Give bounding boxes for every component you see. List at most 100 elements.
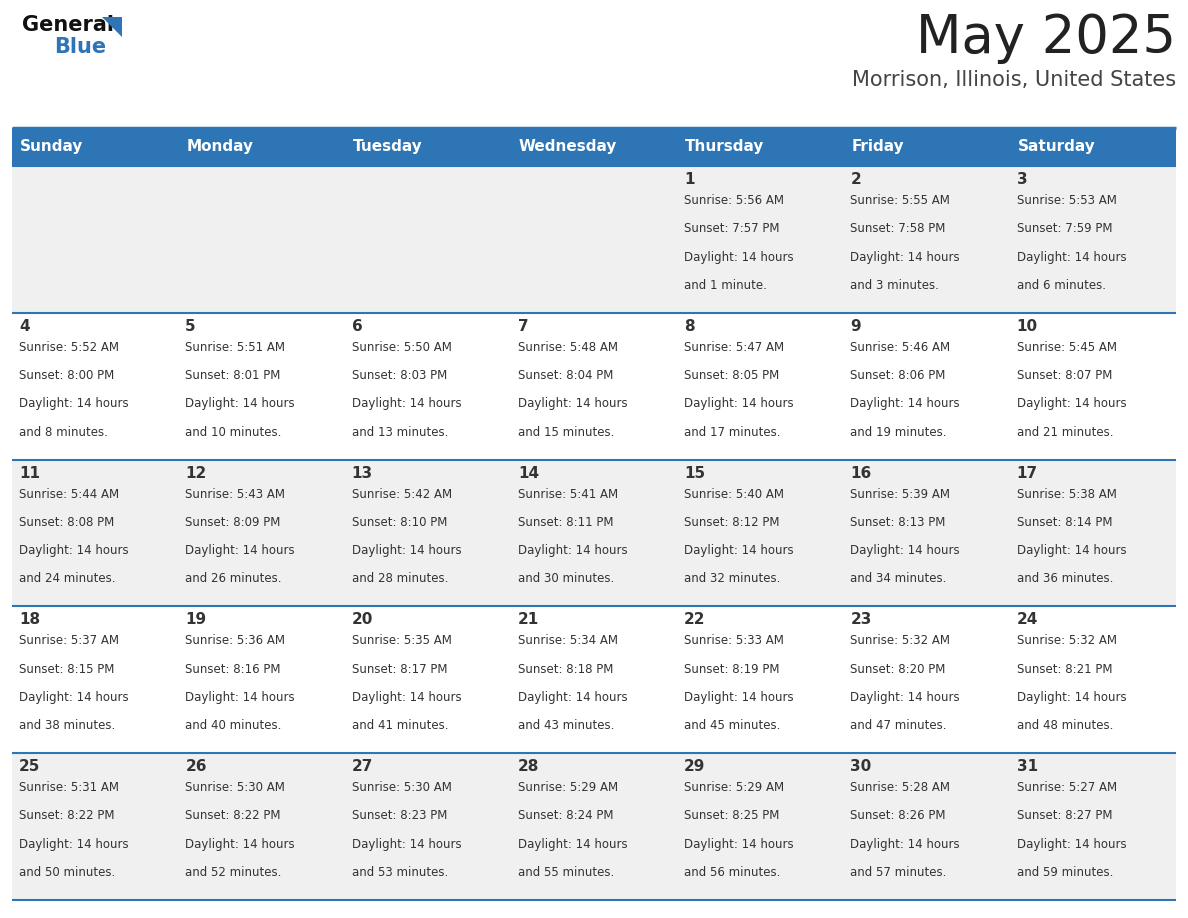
Text: Sunrise: 5:39 AM: Sunrise: 5:39 AM [851, 487, 950, 500]
Text: 24: 24 [1017, 612, 1038, 627]
Text: Sunset: 8:25 PM: Sunset: 8:25 PM [684, 810, 779, 823]
Bar [511, 313, 677, 460]
Bar [843, 166, 1010, 313]
Text: Sunrise: 5:41 AM: Sunrise: 5:41 AM [518, 487, 618, 500]
Text: Sunset: 8:21 PM: Sunset: 8:21 PM [1017, 663, 1112, 676]
Bar [345, 753, 511, 900]
Text: Sunrise: 5:48 AM: Sunrise: 5:48 AM [518, 341, 618, 353]
Text: 25: 25 [19, 759, 40, 774]
Bar [178, 313, 345, 460]
Text: Sunrise: 5:50 AM: Sunrise: 5:50 AM [352, 341, 451, 353]
Text: and 15 minutes.: and 15 minutes. [518, 426, 614, 439]
Text: and 24 minutes.: and 24 minutes. [19, 573, 115, 586]
Text: Daylight: 14 hours: Daylight: 14 hours [352, 397, 461, 410]
Text: 30: 30 [851, 759, 872, 774]
Bar [1010, 166, 1176, 313]
Text: Daylight: 14 hours: Daylight: 14 hours [352, 544, 461, 557]
Text: Daylight: 14 hours: Daylight: 14 hours [518, 544, 627, 557]
Text: Sunset: 8:15 PM: Sunset: 8:15 PM [19, 663, 114, 676]
Text: and 53 minutes.: and 53 minutes. [352, 866, 448, 879]
Text: 18: 18 [19, 612, 40, 627]
Text: and 30 minutes.: and 30 minutes. [518, 573, 614, 586]
Text: Tuesday: Tuesday [353, 140, 422, 154]
Text: and 52 minutes.: and 52 minutes. [185, 866, 282, 879]
Text: 1: 1 [684, 172, 695, 187]
Text: Sunset: 8:22 PM: Sunset: 8:22 PM [185, 810, 280, 823]
Text: and 1 minute.: and 1 minute. [684, 279, 767, 292]
Text: 4: 4 [19, 319, 30, 334]
Text: and 17 minutes.: and 17 minutes. [684, 426, 781, 439]
Text: Sunrise: 5:32 AM: Sunrise: 5:32 AM [1017, 634, 1117, 647]
Text: 28: 28 [518, 759, 539, 774]
Text: Daylight: 14 hours: Daylight: 14 hours [185, 691, 295, 704]
Text: Sunrise: 5:37 AM: Sunrise: 5:37 AM [19, 634, 119, 647]
Text: 19: 19 [185, 612, 207, 627]
Bar [511, 460, 677, 607]
Text: 7: 7 [518, 319, 529, 334]
Bar [345, 460, 511, 607]
Text: Wednesday: Wednesday [519, 140, 618, 154]
Text: Sunset: 8:17 PM: Sunset: 8:17 PM [352, 663, 447, 676]
Text: 10: 10 [1017, 319, 1038, 334]
Text: Sunset: 8:18 PM: Sunset: 8:18 PM [518, 663, 613, 676]
Text: May 2025: May 2025 [916, 12, 1176, 64]
Text: Sunrise: 5:30 AM: Sunrise: 5:30 AM [185, 781, 285, 794]
Bar [1010, 607, 1176, 753]
Text: Sunset: 8:16 PM: Sunset: 8:16 PM [185, 663, 280, 676]
Text: Sunset: 8:22 PM: Sunset: 8:22 PM [19, 810, 114, 823]
Text: 29: 29 [684, 759, 706, 774]
Text: and 26 minutes.: and 26 minutes. [185, 573, 282, 586]
Bar [511, 607, 677, 753]
Text: Daylight: 14 hours: Daylight: 14 hours [851, 251, 960, 263]
Bar [178, 128, 345, 166]
Text: Daylight: 14 hours: Daylight: 14 hours [518, 691, 627, 704]
Text: and 8 minutes.: and 8 minutes. [19, 426, 108, 439]
Text: Sunset: 8:24 PM: Sunset: 8:24 PM [518, 810, 613, 823]
Text: Daylight: 14 hours: Daylight: 14 hours [185, 544, 295, 557]
Bar [511, 166, 677, 313]
Text: 11: 11 [19, 465, 40, 481]
Text: Sunset: 8:10 PM: Sunset: 8:10 PM [352, 516, 447, 529]
Text: Sunrise: 5:55 AM: Sunrise: 5:55 AM [851, 194, 950, 207]
Text: and 38 minutes.: and 38 minutes. [19, 720, 115, 733]
Bar [1010, 128, 1176, 166]
Text: and 3 minutes.: and 3 minutes. [851, 279, 940, 292]
Bar [178, 166, 345, 313]
Text: Sunset: 8:06 PM: Sunset: 8:06 PM [851, 369, 946, 382]
Text: Sunrise: 5:32 AM: Sunrise: 5:32 AM [851, 634, 950, 647]
Text: Sunset: 8:09 PM: Sunset: 8:09 PM [185, 516, 280, 529]
Bar [178, 753, 345, 900]
Bar [511, 128, 677, 166]
Text: and 43 minutes.: and 43 minutes. [518, 720, 614, 733]
Text: Sunrise: 5:43 AM: Sunrise: 5:43 AM [185, 487, 285, 500]
Text: General: General [23, 15, 114, 35]
Bar [178, 460, 345, 607]
Text: Daylight: 14 hours: Daylight: 14 hours [19, 397, 128, 410]
Bar [843, 607, 1010, 753]
Text: Sunrise: 5:30 AM: Sunrise: 5:30 AM [352, 781, 451, 794]
Text: Daylight: 14 hours: Daylight: 14 hours [19, 838, 128, 851]
Text: Sunset: 8:08 PM: Sunset: 8:08 PM [19, 516, 114, 529]
Text: 8: 8 [684, 319, 695, 334]
Text: and 19 minutes.: and 19 minutes. [851, 426, 947, 439]
Text: Sunrise: 5:56 AM: Sunrise: 5:56 AM [684, 194, 784, 207]
Text: Daylight: 14 hours: Daylight: 14 hours [185, 838, 295, 851]
Text: 14: 14 [518, 465, 539, 481]
Text: Daylight: 14 hours: Daylight: 14 hours [851, 397, 960, 410]
Text: Blue: Blue [53, 37, 106, 57]
Text: 12: 12 [185, 465, 207, 481]
Bar [345, 128, 511, 166]
Text: 23: 23 [851, 612, 872, 627]
Text: and 59 minutes.: and 59 minutes. [1017, 866, 1113, 879]
Text: Daylight: 14 hours: Daylight: 14 hours [1017, 691, 1126, 704]
Bar [345, 607, 511, 753]
Text: Saturday: Saturday [1018, 140, 1095, 154]
Text: 15: 15 [684, 465, 706, 481]
Text: Sunrise: 5:51 AM: Sunrise: 5:51 AM [185, 341, 285, 353]
Text: 2: 2 [851, 172, 861, 187]
Bar [843, 313, 1010, 460]
Text: Daylight: 14 hours: Daylight: 14 hours [1017, 544, 1126, 557]
Bar [12, 607, 178, 753]
Text: and 45 minutes.: and 45 minutes. [684, 720, 781, 733]
Bar [677, 313, 843, 460]
